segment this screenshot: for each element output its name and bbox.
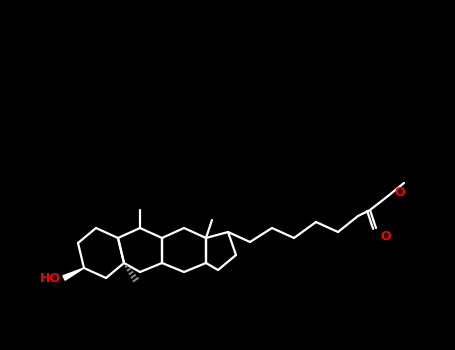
Polygon shape: [63, 268, 84, 280]
Text: O: O: [394, 186, 404, 198]
Text: HO: HO: [40, 273, 61, 286]
Text: O: O: [380, 230, 391, 243]
